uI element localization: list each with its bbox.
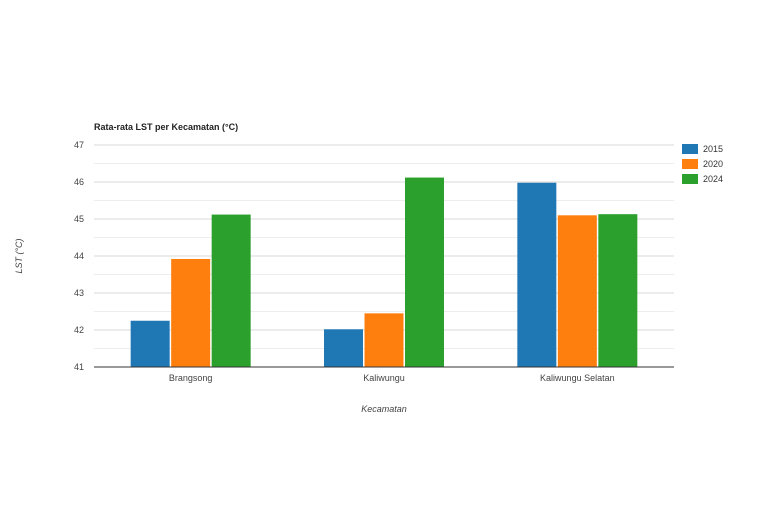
legend-swatch-2024 [682, 174, 698, 184]
y-tick-label: 45 [74, 214, 84, 224]
bar-2020-kaliwungu-selatan[interactable] [557, 215, 597, 367]
x-tick-label: Kaliwungu Selatan [540, 373, 615, 383]
bar-2020-brangsong[interactable] [171, 258, 211, 367]
x-tick-label: Kaliwungu [363, 373, 405, 383]
bar-2020-kaliwungu[interactable] [364, 313, 404, 367]
x-axis-label: Kecamatan [361, 404, 407, 414]
bar-2024-kaliwungu[interactable] [405, 177, 444, 367]
x-tick-label: Brangsong [169, 373, 213, 383]
y-tick-label: 43 [74, 288, 84, 298]
legend-label-2024: 2024 [703, 174, 723, 184]
bar-2015-kaliwungu[interactable] [324, 329, 363, 367]
legend-swatch-2020 [682, 159, 698, 169]
axes: 41 42 43 44 45 46 47 Brangsong Kaliwungu Kaliwung… [74, 140, 674, 383]
bar-2024-kaliwungu-selatan[interactable] [598, 214, 638, 367]
y-tick-label: 46 [74, 177, 84, 187]
bars [130, 177, 638, 367]
bar-2024-brangsong[interactable] [211, 214, 251, 367]
legend-label-2015: 2015 [703, 144, 723, 154]
y-tick-label: 42 [74, 325, 84, 335]
y-tick-label: 44 [74, 251, 84, 261]
y-tick-label: 41 [74, 362, 84, 372]
legend: 2015 2020 2024 [682, 144, 723, 184]
legend-swatch-2015 [682, 144, 698, 154]
chart-title: Rata-rata LST per Kecamatan (°C) [94, 122, 238, 132]
legend-label-2020: 2020 [703, 159, 723, 169]
bar-2015-brangsong[interactable] [130, 320, 170, 367]
bar-2015-kaliwungu-selatan[interactable] [517, 182, 557, 367]
y-axis-label: LST (°C) [14, 238, 24, 273]
y-tick-label: 47 [74, 140, 84, 150]
